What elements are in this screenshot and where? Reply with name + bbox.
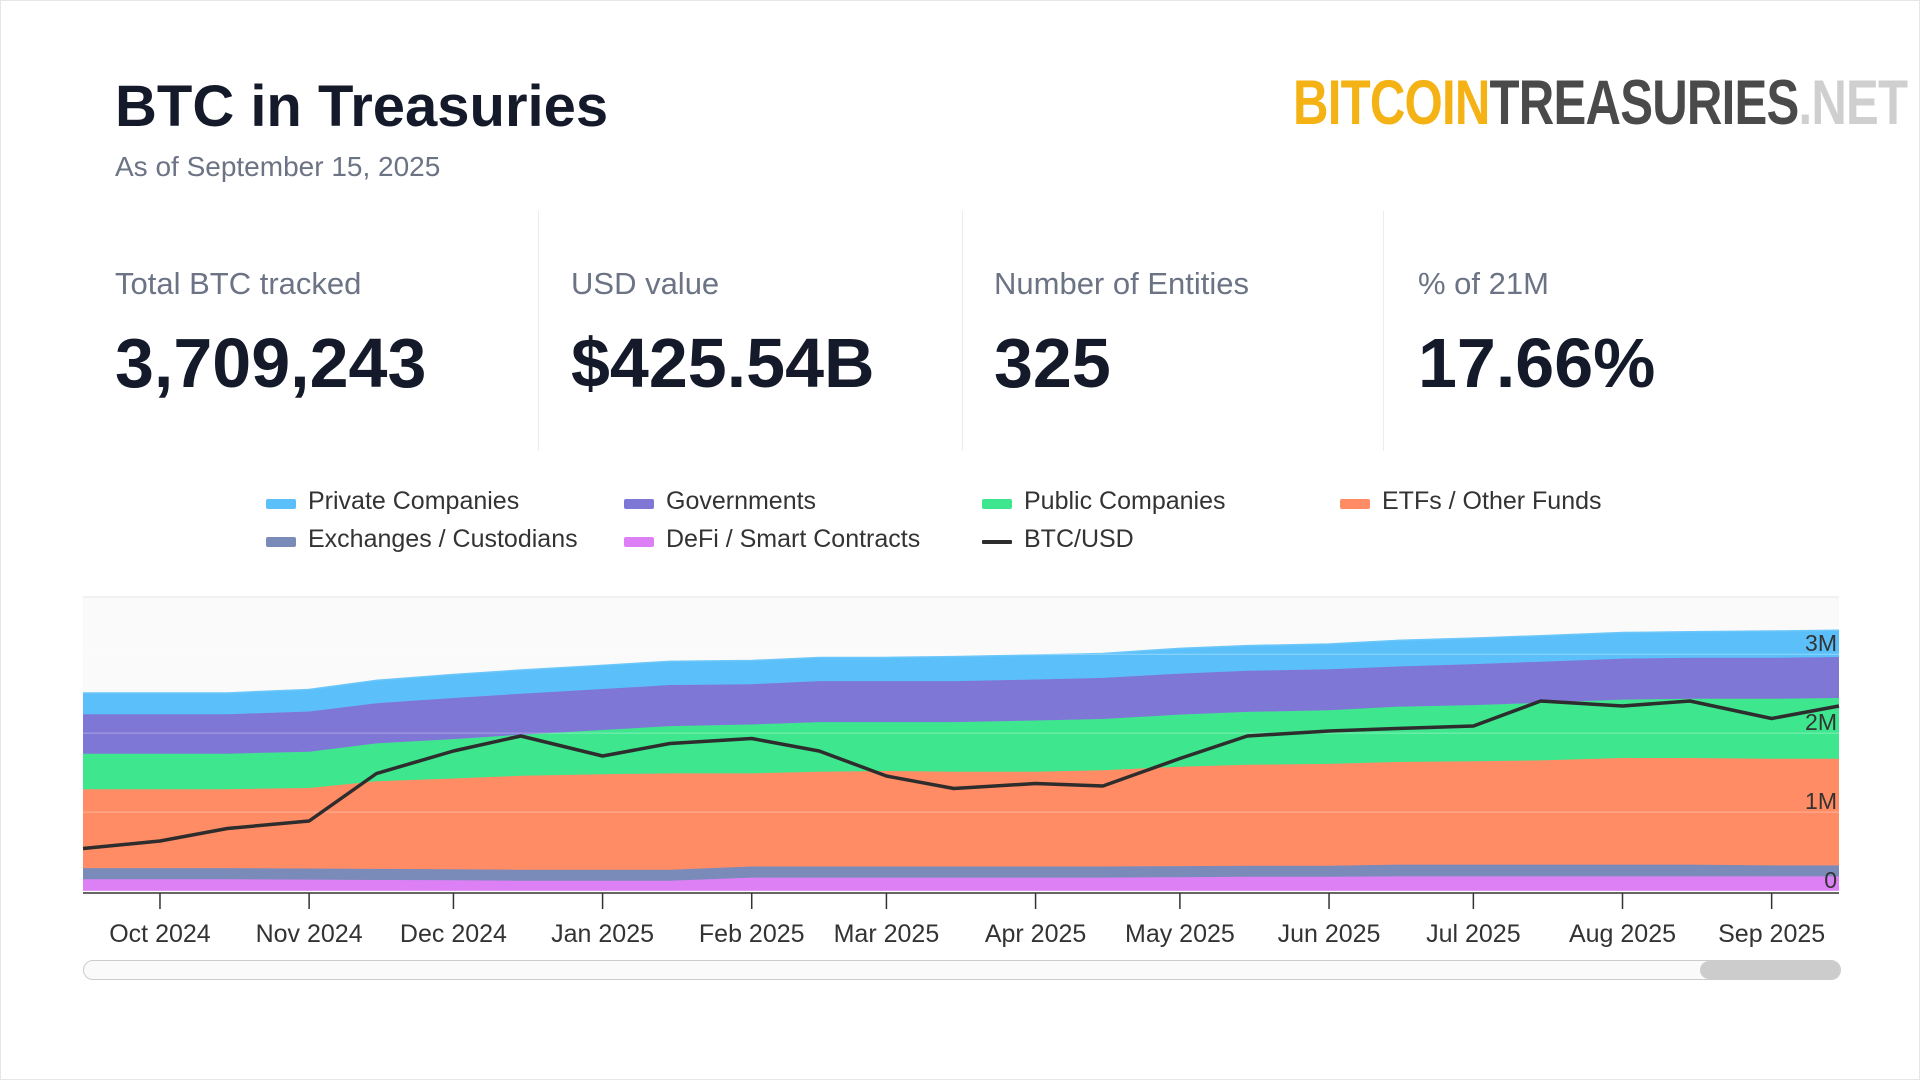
x-tick-label: Jun 2025 — [1278, 920, 1381, 948]
stat-divider — [1383, 211, 1384, 451]
stats-row: Total BTC tracked 3,709,243 USD value $4… — [1, 211, 1920, 451]
legend-swatch — [982, 499, 1012, 509]
legend-swatch — [624, 537, 654, 547]
legend-label: BTC/USD — [1024, 525, 1134, 553]
page-subtitle: As of September 15, 2025 — [115, 151, 441, 182]
area-series-defi — [83, 876, 1839, 891]
stat-label: Total BTC tracked — [115, 266, 362, 301]
btc-price-line — [82, 699, 1840, 851]
legend-label: ETFs / Other Funds — [1382, 487, 1602, 515]
x-axis: Oct 2024 Nov 2024 Dec 2024 Jan 2025 Feb 2025… — [83, 892, 1839, 948]
legend-label: Private Companies — [308, 487, 520, 515]
stat-value: $425.54B — [571, 324, 875, 402]
legend-swatch — [266, 537, 296, 547]
stat-divider — [962, 211, 963, 451]
legend-swatch — [266, 499, 296, 509]
area-series-public — [83, 698, 1839, 790]
x-tick-label: Nov 2024 — [256, 920, 363, 948]
x-tick-label: Apr 2025 — [985, 920, 1086, 948]
y-tick-label: 0 — [1824, 867, 1837, 893]
area-series-etfs — [83, 758, 1839, 870]
logo-part-net: .NET — [1798, 68, 1908, 138]
x-tick-label: Mar 2025 — [834, 920, 940, 948]
x-tick-label: Jul 2025 — [1426, 920, 1521, 948]
y-axis: 0 1M 2M 3M — [1805, 630, 1837, 893]
area-series-governments — [83, 657, 1839, 754]
legend-swatch — [1340, 499, 1370, 509]
stat-label: USD value — [571, 266, 720, 301]
logo-part-bitcoin: BITCOIN — [1293, 68, 1490, 138]
y-tick-label: 1M — [1805, 788, 1837, 814]
stat-label: % of 21M — [1418, 266, 1549, 301]
chart-scrollbar[interactable] — [83, 960, 1841, 980]
x-tick-label: Dec 2024 — [400, 920, 507, 948]
x-tick-label: Feb 2025 — [699, 920, 805, 948]
logo-part-treasuries: TREASURIES — [1489, 68, 1800, 138]
stat-value: 325 — [994, 324, 1111, 402]
stat-divider — [538, 211, 539, 451]
y-tick-label: 2M — [1805, 709, 1837, 735]
scrollbar-thumb[interactable] — [1700, 961, 1840, 979]
x-tick-label: Jan 2025 — [551, 920, 654, 948]
stat-label: Number of Entities — [994, 266, 1249, 301]
legend-label: Public Companies — [1024, 487, 1226, 515]
stat-value: 17.66% — [1418, 324, 1656, 402]
chart-plot: 0 1M 2M 3M Oct 2024 Nov 2024 Dec 2024 Jan 2025… — [82, 596, 1840, 948]
chart-legend: Private Companies Governments Public Com… — [1, 487, 1920, 567]
x-tick-label: Oct 2024 — [109, 920, 211, 948]
btc-price-line-group — [82, 699, 1840, 851]
page-title: BTC in Treasuries — [115, 74, 609, 139]
area-series-group — [83, 629, 1840, 891]
y-tick-label: 3M — [1805, 630, 1837, 656]
legend-label: DeFi / Smart Contracts — [666, 525, 921, 553]
x-tick-label: May 2025 — [1125, 920, 1235, 948]
legend-swatch — [982, 540, 1012, 544]
legend-label: Exchanges / Custodians — [308, 525, 578, 553]
legend-label: Governments — [666, 487, 817, 515]
area-edge-private — [83, 629, 1840, 696]
legend-swatch — [624, 499, 654, 509]
area-series-exchanges — [83, 864, 1839, 881]
site-logo[interactable]: BITCOINTREASURIES.NET — [1293, 67, 1908, 139]
x-tick-label: Aug 2025 — [1569, 920, 1676, 948]
stat-value: 3,709,243 — [115, 324, 427, 402]
area-series-private — [83, 631, 1839, 715]
gridlines-group — [83, 596, 1839, 892]
x-tick-label: Sep 2025 — [1718, 920, 1825, 948]
